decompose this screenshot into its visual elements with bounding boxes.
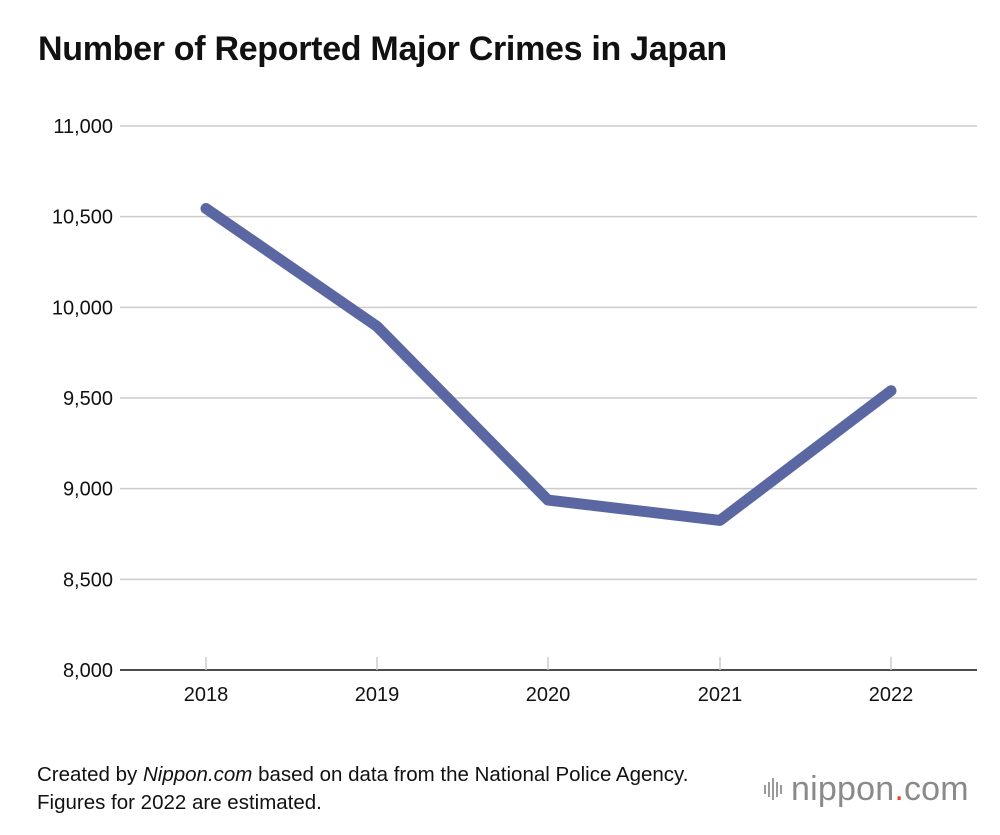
source-note-suffix: based on data from the National Police A…: [37, 763, 689, 814]
x-tick-label: 2018: [184, 684, 229, 706]
series-line: [200, 203, 897, 526]
logo-dot: .: [894, 770, 904, 808]
x-axis-tick-labels: 2018 2019 2020 2021 2022: [184, 684, 914, 706]
y-tick-label: 10,500: [52, 207, 113, 229]
logo-name: nippon: [791, 770, 895, 808]
source-note-site: Nippon.com: [142, 763, 253, 786]
chart-title: Number of Reported Major Crimes in Japan: [38, 30, 727, 68]
x-tick-label: 2019: [355, 684, 400, 706]
nippon-logo: nippon.com: [764, 772, 969, 806]
source-note-prefix: Created by: [37, 763, 143, 786]
y-axis-tick-labels: 8,000 8,500 9,000 9,500 10,000 10,500 11,000: [52, 116, 113, 682]
y-tick-label: 8,000: [63, 660, 113, 682]
x-axis: [120, 657, 977, 671]
sound-bars-icon: [764, 778, 782, 800]
y-tick-label: 8,500: [63, 569, 113, 591]
x-tick-label: 2022: [869, 684, 914, 706]
y-tick-label: 9,500: [63, 388, 113, 410]
y-tick-label: 10,000: [52, 297, 113, 319]
x-tick-label: 2020: [526, 684, 571, 706]
logo-wordmark: nippon.com: [791, 772, 969, 806]
source-note: Created by Nippon.com based on data from…: [37, 761, 737, 817]
gridlines: [120, 125, 977, 581]
series-lines: [200, 203, 897, 526]
y-tick-label: 11,000: [53, 116, 113, 138]
x-tick-label: 2021: [698, 684, 743, 706]
y-tick-label: 9,000: [63, 479, 113, 501]
line-chart: 8,000 8,500 9,000 9,500 10,000 10,500 11,000 2…: [52, 116, 977, 706]
logo-tld: com: [903, 770, 969, 808]
